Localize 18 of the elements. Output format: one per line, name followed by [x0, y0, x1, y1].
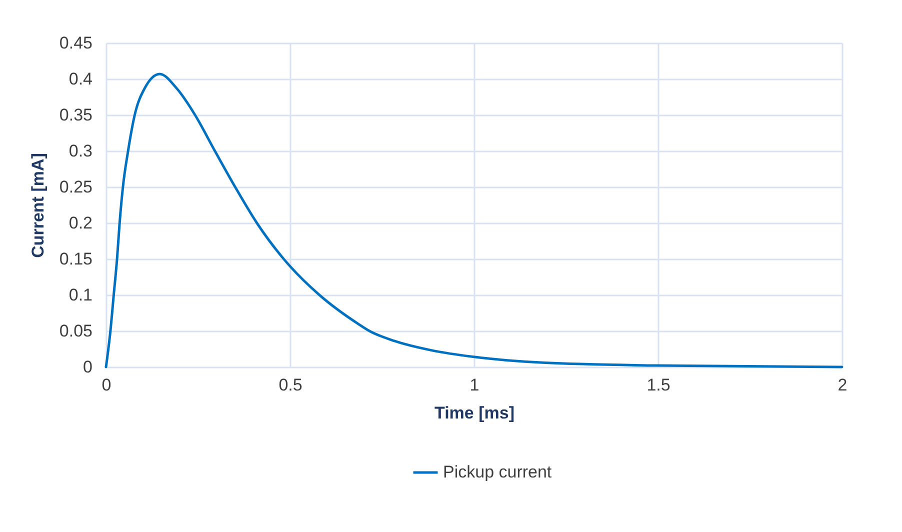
y-tick-label: 0.4 [68, 70, 92, 88]
x-tick-label: 1.5 [646, 376, 670, 394]
y-tick-label: 0.3 [68, 142, 92, 160]
y-axis-title: Current [mA] [28, 153, 48, 258]
y-tick-label: 0.2 [68, 214, 92, 232]
y-tick-label: 0.45 [59, 34, 92, 52]
x-tick-label: 0.5 [278, 376, 302, 394]
x-tick-label: 1 [470, 376, 480, 394]
y-tick-label: 0.1 [68, 286, 92, 304]
y-tick-label: 0 [83, 358, 92, 376]
y-tick-label: 0.25 [59, 178, 92, 196]
x-tick-label: 2 [838, 376, 848, 394]
x-tick-label: 0 [102, 376, 112, 394]
y-tick-label: 0.05 [59, 322, 92, 340]
y-tick-label: 0.15 [59, 250, 92, 268]
y-tick-label: 0.35 [59, 106, 92, 124]
x-axis-title: Time [ms] [434, 404, 514, 422]
legend-label: Pickup current [443, 462, 552, 482]
